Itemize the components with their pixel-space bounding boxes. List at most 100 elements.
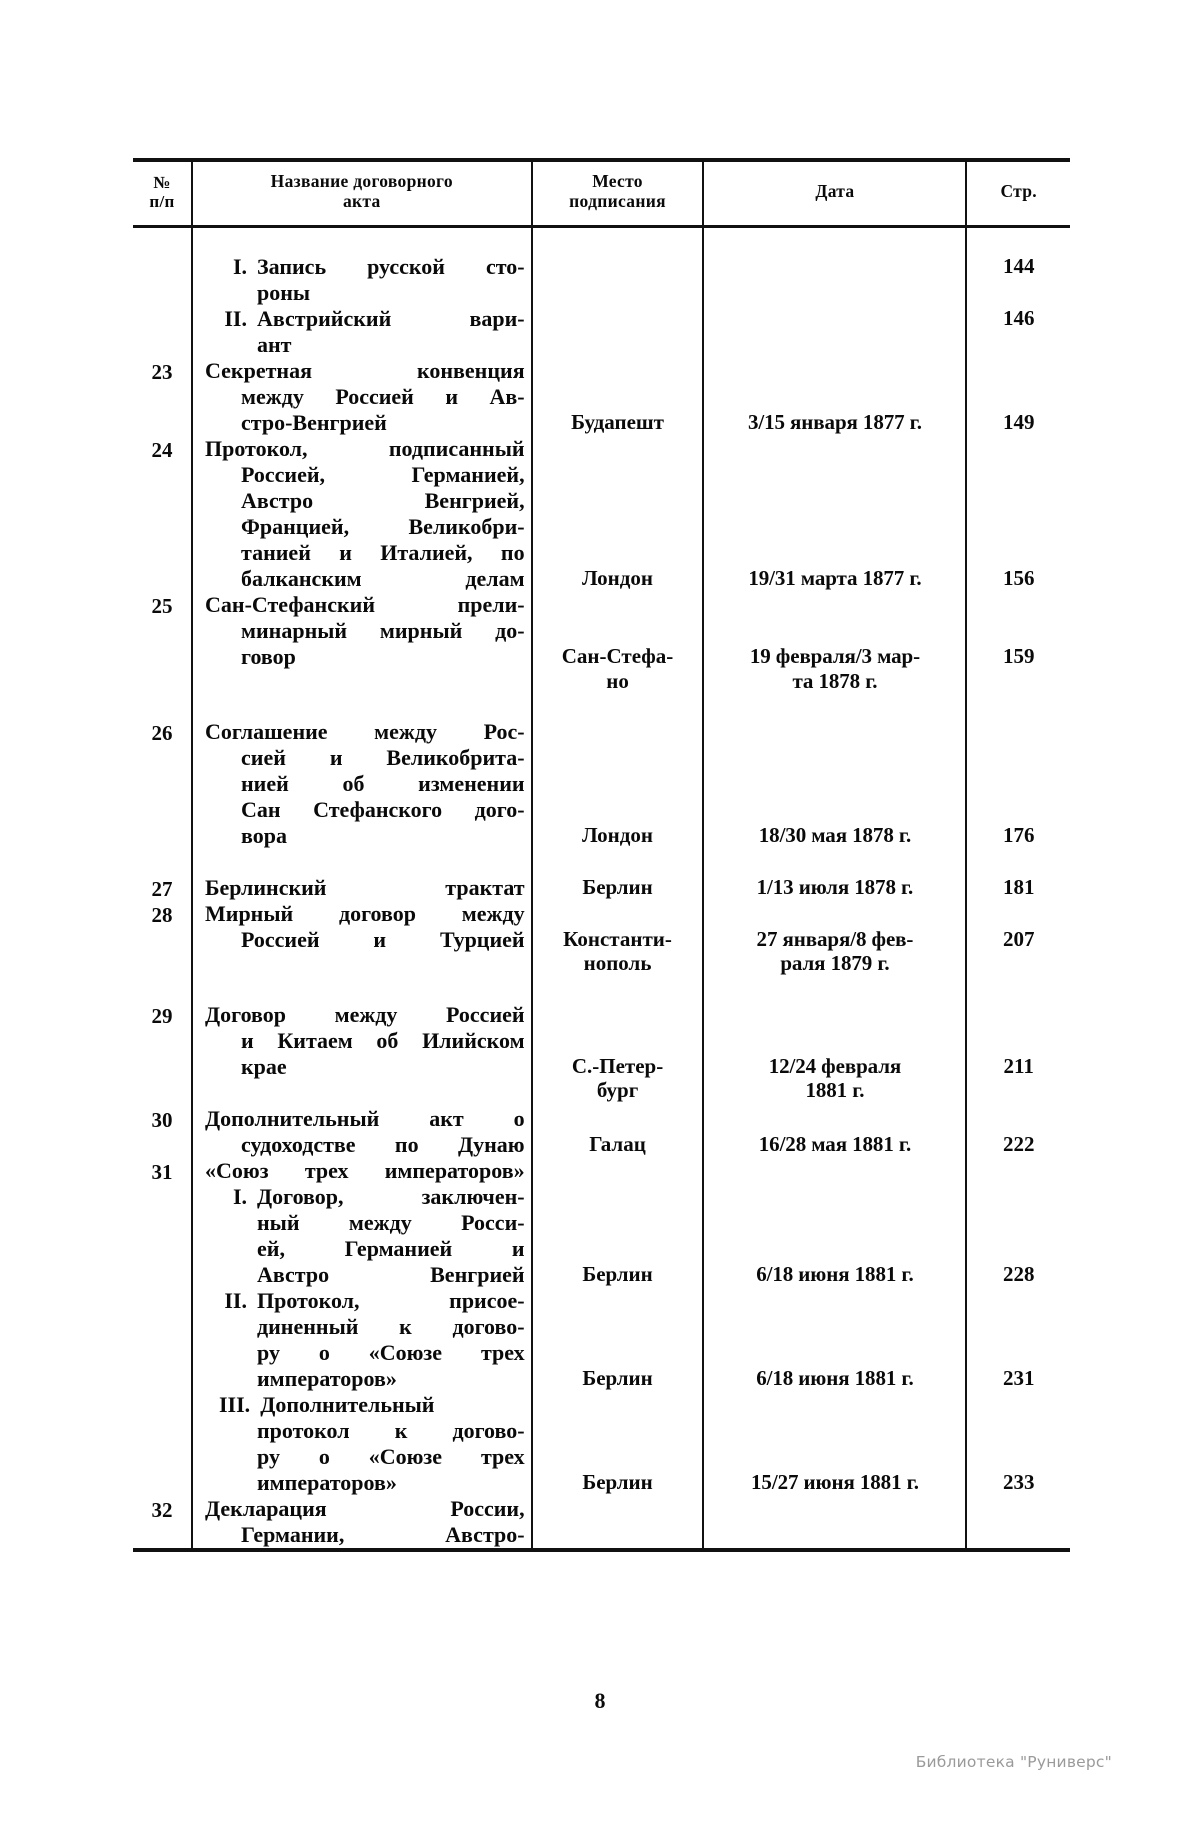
signing-date-cell: 19/31 марта 1877 г. xyxy=(703,436,968,593)
treaty-title-line: Германии, Австро- xyxy=(241,1521,525,1547)
signing-date-cell: 27 января/8 фев-раля 1879 г. xyxy=(703,900,968,976)
signing-place-cell: Лондон xyxy=(531,436,705,593)
treaty-title-line: II. Австрийский вари- xyxy=(205,306,524,332)
table-row: 28 Мирный договор между Россией и Турцией Конст… xyxy=(133,900,1070,976)
treaty-title-line: роны xyxy=(257,280,311,306)
signing-place: Лондон xyxy=(533,566,703,590)
page-reference: 228 xyxy=(1002,1261,1035,1286)
treaty-title-line: Дополнительный акт о xyxy=(205,1105,525,1131)
page-reference-cell: 156 xyxy=(966,436,1070,592)
signing-place-cell: Галац xyxy=(531,1105,705,1158)
signing-place-line: С.-Петер- xyxy=(571,1053,664,1078)
column-header-place: Место подписания xyxy=(531,158,705,229)
row-number: 24 xyxy=(151,438,173,463)
signing-place-line: бург xyxy=(596,1077,639,1102)
treaty-title-line: Австро Венгрией, xyxy=(241,488,525,514)
row-number: 26 xyxy=(151,720,173,745)
signing-place-line: Будапешт xyxy=(571,410,664,435)
signing-place: Лондон xyxy=(533,823,703,847)
treaty-title-cell: «Союз трех императоров» xyxy=(192,1157,533,1184)
column-header-number: № п/п xyxy=(133,158,193,229)
row-number: 32 xyxy=(151,1497,173,1522)
table-row: I. Договор, заключен-ный между Росси-ей, Герм… xyxy=(133,1183,1070,1288)
treaty-title-line: говор xyxy=(241,644,296,670)
row-number-cell xyxy=(133,306,193,359)
treaty-title: Договор между Россией и Китаем об Илийском крае xyxy=(193,976,531,1106)
signing-date: 16/28 мая 1881 г. xyxy=(704,1132,965,1156)
signing-place-cell: Будапешт xyxy=(531,358,705,437)
table-row: 25 Сан-Стефанский прели-минарный мирный до-г… xyxy=(133,592,1070,693)
treaty-title-line: Францией, Великобри- xyxy=(241,514,525,540)
signing-place: С.-Петер-бург xyxy=(533,1054,703,1103)
signing-place-cell: Сан-Стефа-но xyxy=(531,592,705,693)
table-row: 30 Дополнительный акт о судоходстве по Дунаю Га… xyxy=(133,1105,1070,1158)
signing-place-cell xyxy=(531,1495,705,1552)
roman-numeral: I. xyxy=(232,1183,247,1209)
contents-table: № п/п Название договорного акта Место по… xyxy=(133,158,1070,1552)
treaty-title-line: ру о «Союзе трех xyxy=(257,1339,525,1365)
signing-date: 19 февраля/3 мар-та 1878 г. xyxy=(704,644,965,693)
page-reference: 211 xyxy=(1003,1053,1034,1078)
treaty-title-line: Сан-Стефанский прели- xyxy=(205,592,525,618)
row-number-cell: 26 xyxy=(133,692,193,875)
signing-date-line: 19/31 марта 1877 г. xyxy=(748,566,922,591)
signing-date-cell: 19 февраля/3 мар-та 1878 г. xyxy=(703,592,968,693)
signing-date: 15/27 июня 1881 г. xyxy=(704,1470,965,1494)
signing-date-cell xyxy=(703,1157,968,1184)
signing-date-line: 15/27 июня 1881 г. xyxy=(751,1469,919,1494)
signing-date: 27 января/8 фев-раля 1879 г. xyxy=(704,927,965,976)
signing-date-cell: 6/18 июня 1881 г. xyxy=(703,1287,968,1392)
table-row: I. Запись русской сто-роны 144 xyxy=(133,254,1070,307)
treaty-title-line: императоров» xyxy=(257,1469,397,1495)
column-header-page: Стр. xyxy=(966,158,1070,229)
treaty-title-line-text: Дополнительный xyxy=(260,1391,435,1417)
treaty-title-cell: Секретная конвенция между Россией и Ав-стро-В… xyxy=(192,358,533,437)
treaty-title-cell: Договор между Россией и Китаем об Илийском крае xyxy=(192,975,533,1106)
treaty-title: III. Дополнительный протокол к догово-ру о «Со… xyxy=(193,1392,531,1496)
treaty-title-line: Россией, Германией, xyxy=(241,462,525,488)
treaty-title-line: ный между Росси- xyxy=(257,1209,525,1235)
signing-date-cell: 18/30 мая 1878 г. xyxy=(703,692,968,875)
signing-date: 6/18 июня 1881 г. xyxy=(704,1366,965,1390)
page-reference-cell: 228 xyxy=(966,1184,1070,1288)
treaty-title-line: Договор между Россией xyxy=(205,1001,525,1027)
signing-date-cell: 12/24 февраля 1881 г. xyxy=(703,975,968,1106)
page-reference: 176 xyxy=(1002,822,1035,847)
page-reference-cell: 222 xyxy=(966,1106,1070,1158)
treaty-title-cell: Декларация России, Германии, Австро- xyxy=(192,1495,533,1552)
signing-place-line: Лондон xyxy=(582,566,653,591)
signing-place-cell: Берлин xyxy=(531,1391,705,1496)
signing-date-cell xyxy=(703,1495,968,1552)
column-header-place-line1: Место xyxy=(592,171,643,191)
signing-date-line: 6/18 июня 1881 г. xyxy=(756,1365,914,1390)
row-number: 29 xyxy=(151,1003,173,1028)
signing-date-cell: 1/13 июля 1878 г. xyxy=(703,874,968,901)
page-reference-cell: 181 xyxy=(966,875,1070,901)
page-reference-cell: 176 xyxy=(966,693,1070,875)
treaty-title: Сан-Стефанский прели-минарный мирный до-гов… xyxy=(193,592,531,670)
page-reference: 181 xyxy=(1002,874,1035,899)
signing-place: Сан-Стефа-но xyxy=(533,644,703,693)
signing-date-line: 19 февраля/3 мар- xyxy=(749,644,921,669)
signing-date: 6/18 июня 1881 г. xyxy=(704,1262,965,1286)
signing-place-cell xyxy=(531,1157,705,1184)
signing-date-line: 16/28 мая 1881 г. xyxy=(758,1131,912,1156)
roman-numeral: II. xyxy=(224,306,247,332)
treaty-title-line: между Россией и Ав- xyxy=(241,384,525,410)
page-reference-cell: 231 xyxy=(966,1288,1070,1392)
signing-date-line: 6/18 июня 1881 г. xyxy=(756,1261,914,1286)
table-row: II. Протокол, присое-диненный к догово-ру о «С… xyxy=(133,1287,1070,1392)
treaty-title-line: нией об изменении xyxy=(241,770,525,796)
treaty-title-cell: Мирный договор между Россией и Турцией xyxy=(192,900,533,976)
table-header-row: № п/п Название договорного акта Место по… xyxy=(133,158,1070,229)
page-reference: 156 xyxy=(1002,566,1035,591)
treaty-title-line: II. Протокол, присое- xyxy=(205,1288,524,1314)
row-number-cell: 27 xyxy=(133,874,193,901)
treaty-title-line: императоров» xyxy=(257,1365,397,1391)
signing-place-line: Берлин xyxy=(582,1261,653,1286)
treaty-title-line: вора xyxy=(241,822,287,848)
treaty-title: I. Запись русской сто-роны xyxy=(193,254,531,306)
table-row: 27 Берлинский трактат Берлин 1/13 июля 1878 … xyxy=(133,874,1070,901)
signing-date-cell xyxy=(703,306,968,359)
